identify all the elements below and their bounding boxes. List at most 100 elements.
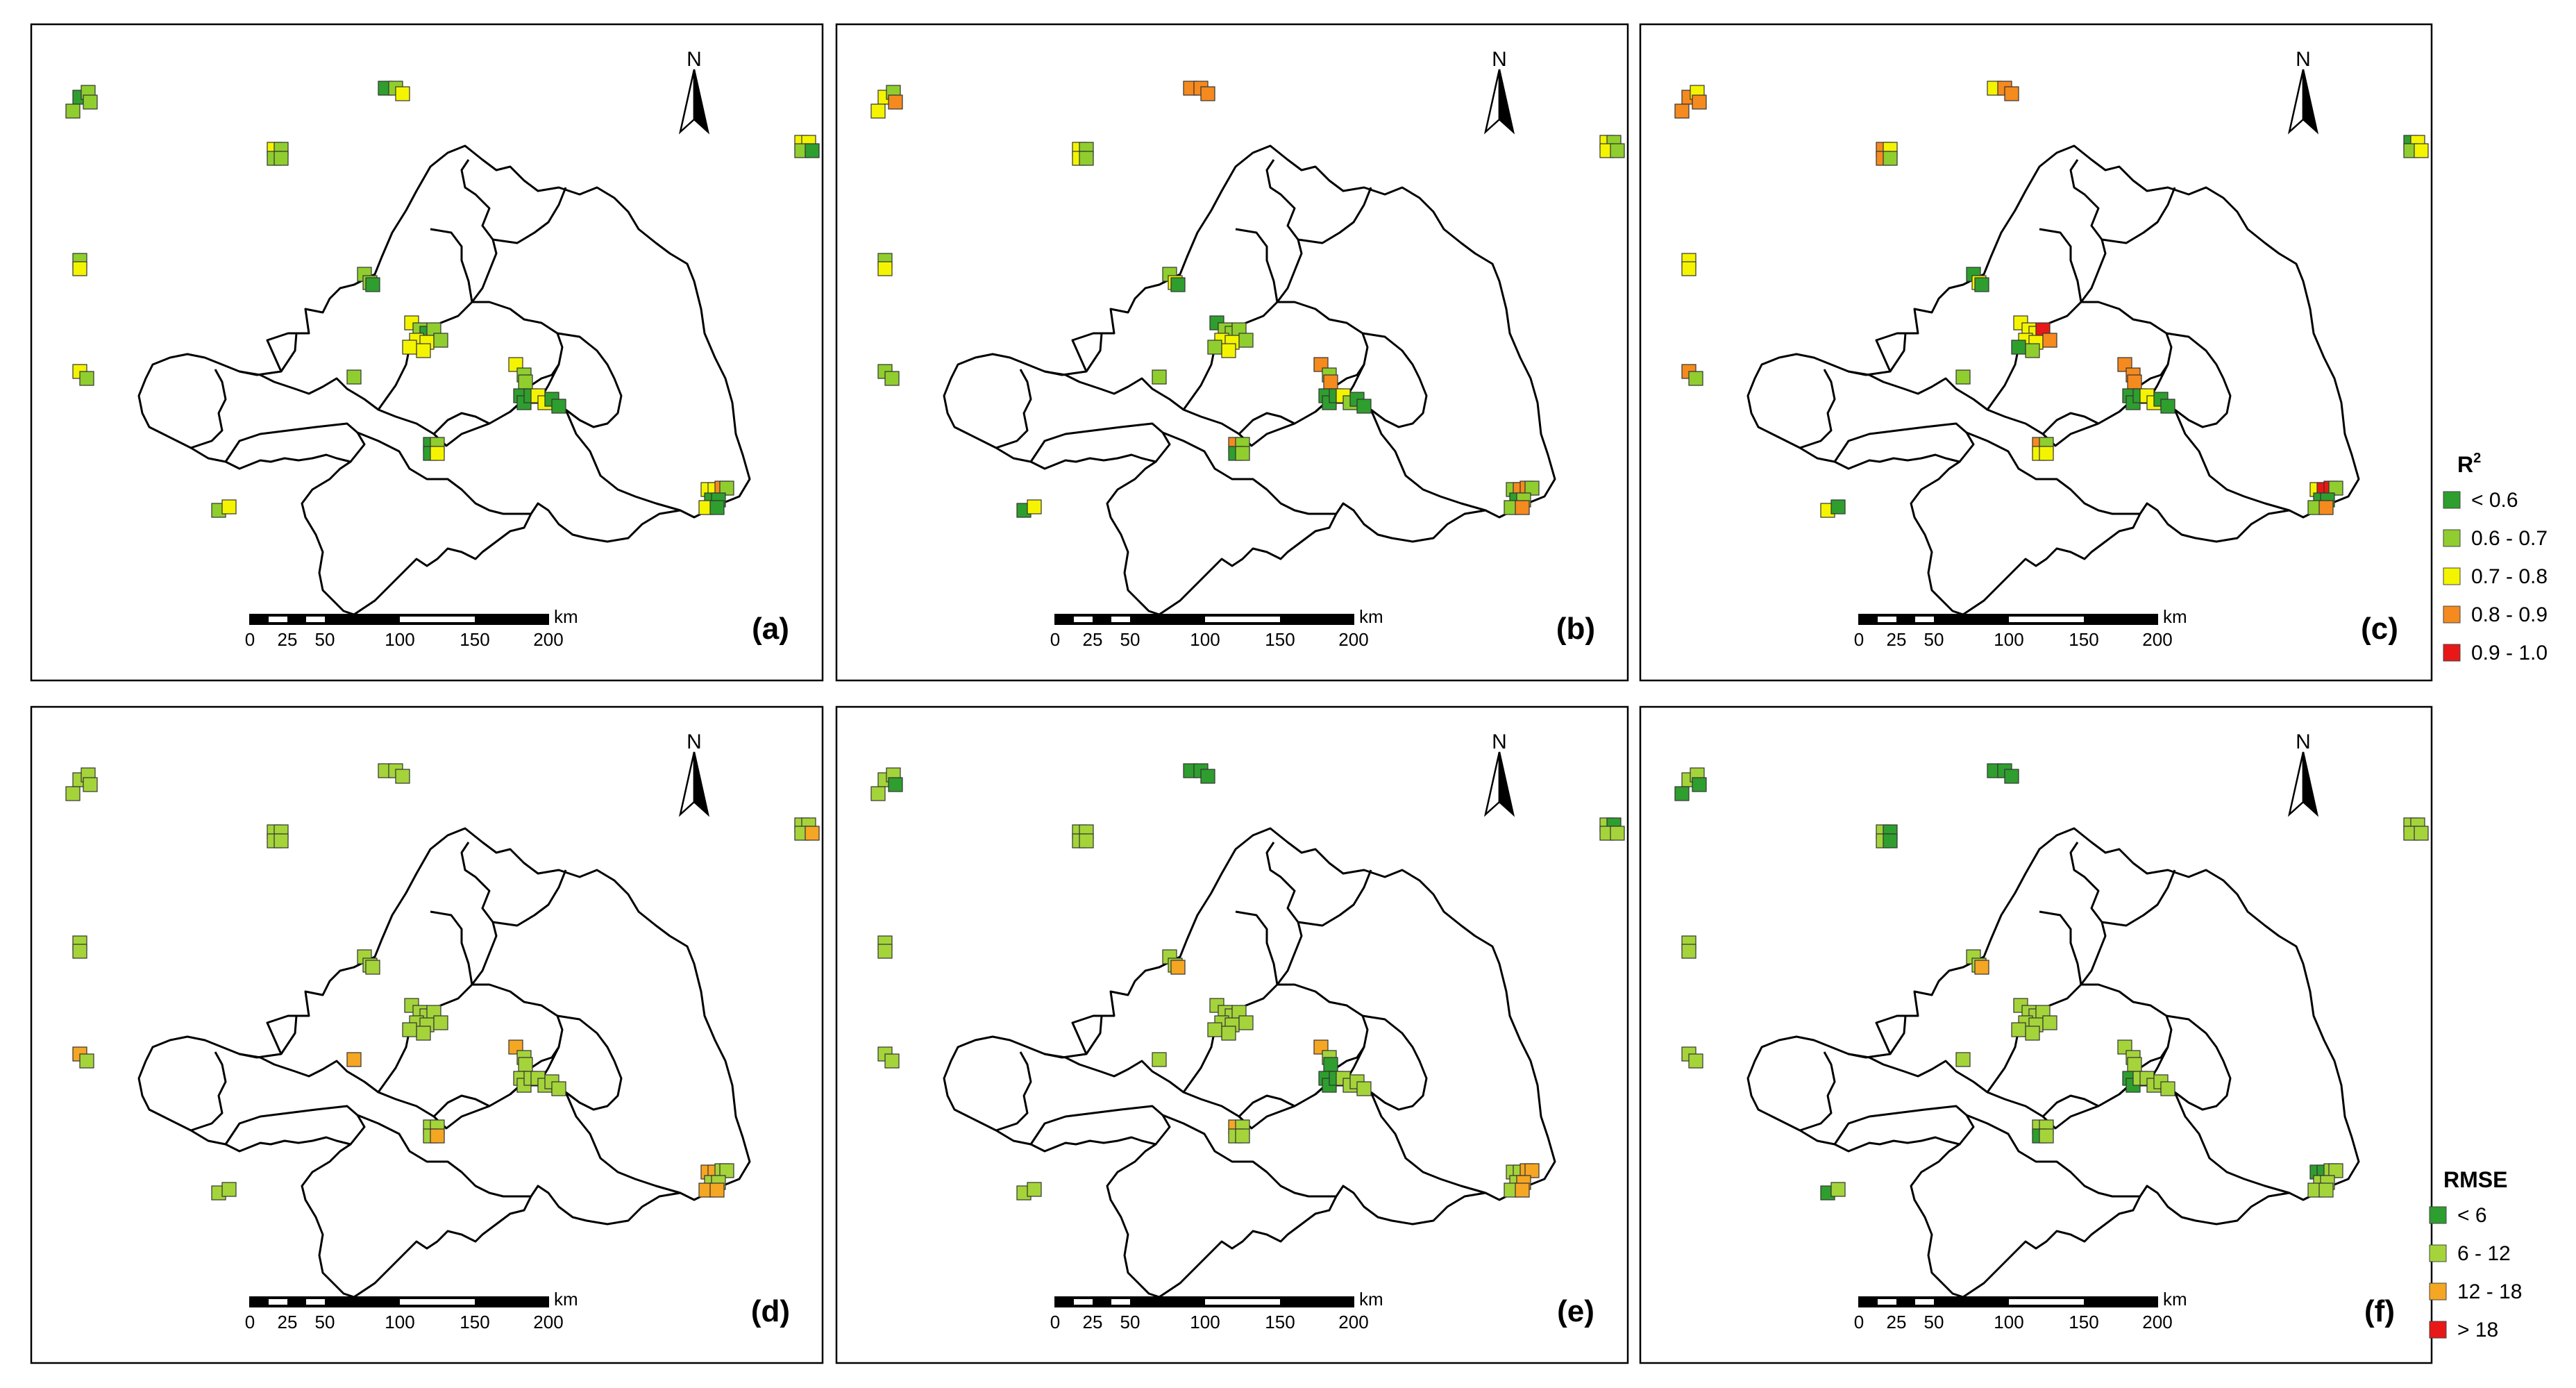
station-marker	[433, 1015, 448, 1030]
station-marker	[65, 786, 81, 801]
legend-item-label: 0.7 - 0.8	[2471, 565, 2548, 588]
north-label: N	[687, 730, 702, 753]
station-marker	[1356, 399, 1372, 414]
station-marker	[1027, 499, 1042, 515]
scale-unit-label: km	[1359, 606, 1383, 627]
station-marker	[2160, 1081, 2175, 1096]
north-arrow-icon: N	[678, 730, 710, 817]
station-marker	[2127, 1057, 2142, 1072]
scale-tick-label: 0	[1854, 1312, 1864, 1332]
station-marker	[1692, 777, 1707, 792]
scale-tick-label: 25	[278, 629, 298, 650]
station-marker	[1221, 343, 1236, 358]
station-marker	[1674, 103, 1690, 119]
station-marker	[1524, 1163, 1540, 1178]
station-marker	[805, 143, 820, 158]
station-marker	[273, 833, 289, 848]
station-marker	[1152, 1052, 1167, 1067]
station-marker	[402, 340, 417, 355]
station-marker	[2004, 769, 2019, 784]
region-boundary	[137, 144, 751, 616]
station-marker	[1027, 1182, 1042, 1197]
station-marker	[2039, 446, 2054, 461]
legend-swatch	[2443, 491, 2461, 509]
station-marker	[395, 86, 410, 101]
scale-tick-label: 150	[2069, 1312, 2098, 1332]
station-marker	[2011, 340, 2026, 355]
station-marker	[1235, 1128, 1250, 1144]
legend-swatch	[2429, 1206, 2447, 1224]
station-marker	[884, 1053, 900, 1069]
station-marker	[709, 1182, 725, 1198]
station-marker	[1356, 1081, 1372, 1096]
station-marker	[1974, 960, 1989, 975]
station-marker	[870, 103, 886, 119]
legend-swatch	[2443, 567, 2461, 585]
legend-title: R2	[2457, 451, 2481, 477]
legend-swatch	[2443, 529, 2461, 547]
legend-swatch	[2443, 644, 2461, 662]
station-marker	[416, 343, 431, 358]
station-marker	[551, 399, 566, 414]
station-marker	[1515, 500, 1530, 515]
scale-tick-label: 100	[385, 1312, 414, 1332]
north-label: N	[1492, 48, 1507, 71]
north-label: N	[2296, 48, 2311, 71]
scale-tick-label: 25	[1887, 629, 1907, 650]
station-marker	[1681, 261, 1697, 276]
station-marker	[2011, 1022, 2026, 1037]
station-marker	[888, 94, 903, 110]
station-marker	[2328, 480, 2343, 496]
north-arrow-icon: N	[678, 48, 710, 135]
station-marker	[884, 371, 900, 386]
scale-tick-label: 100	[1994, 1312, 2023, 1332]
scale-tick-label: 0	[1050, 629, 1060, 650]
station-marker	[2160, 399, 2175, 414]
scale-unit-label: km	[2163, 1289, 2187, 1310]
station-marker	[1524, 480, 1540, 496]
scale-tick-label: 150	[1265, 629, 1295, 650]
station-marker	[888, 777, 903, 792]
station-marker	[1207, 1022, 1222, 1037]
station-marker	[1238, 333, 1254, 348]
station-marker	[72, 261, 87, 276]
legend-item-label: 0.6 - 0.7	[2471, 527, 2548, 550]
station-marker	[65, 103, 81, 119]
station-marker	[2318, 500, 2334, 515]
station-marker	[719, 480, 734, 496]
north-label: N	[1492, 730, 1507, 753]
station-marker	[870, 786, 886, 801]
station-marker	[346, 369, 362, 385]
station-marker	[1974, 277, 1989, 292]
station-marker	[395, 769, 410, 784]
station-marker	[1515, 1182, 1530, 1198]
station-marker	[346, 1052, 362, 1067]
scale-tick-label: 150	[1265, 1312, 1295, 1332]
station-marker	[518, 374, 533, 390]
north-arrow-icon: N	[2287, 48, 2319, 135]
station-marker	[1152, 369, 1167, 385]
station-marker	[79, 1053, 94, 1069]
station-marker	[1681, 944, 1697, 959]
legend-title: RMSE	[2443, 1167, 2507, 1192]
station-marker	[518, 1057, 533, 1072]
station-marker	[273, 151, 289, 166]
legend-item-label: < 6	[2457, 1204, 2487, 1227]
station-marker	[2004, 86, 2019, 101]
station-marker	[1692, 94, 1707, 110]
station-marker	[433, 333, 448, 348]
station-marker	[551, 1081, 566, 1096]
legend-swatch	[2429, 1282, 2447, 1301]
station-marker	[2127, 374, 2142, 390]
north-arrow-icon: N	[1483, 730, 1515, 817]
station-marker	[1170, 960, 1186, 975]
